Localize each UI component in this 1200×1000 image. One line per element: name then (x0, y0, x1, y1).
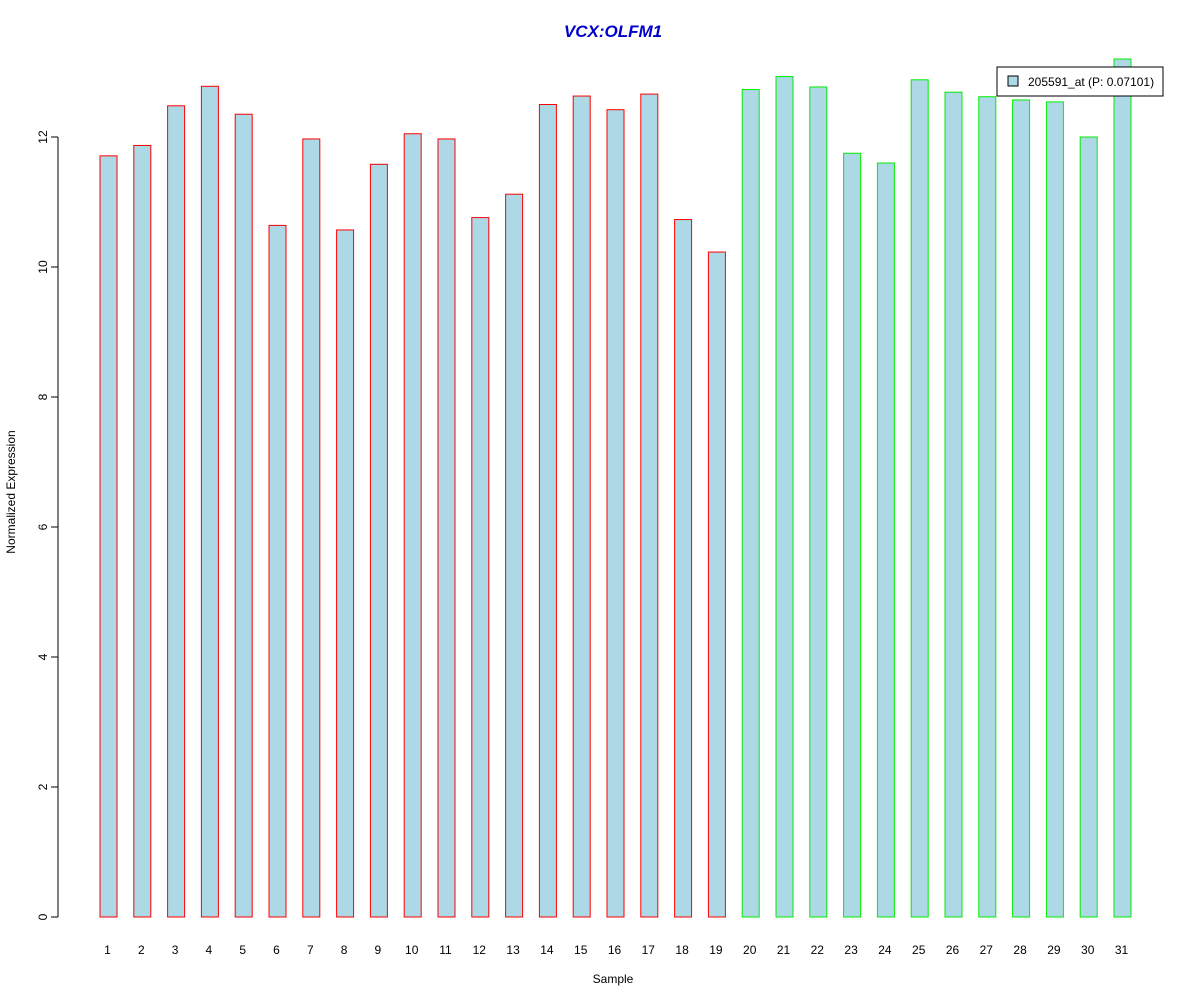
bar-sample-15 (572, 95, 591, 918)
bar-sample-27 (978, 96, 997, 918)
bar-sample-19 (707, 251, 726, 918)
x-tick-label: 18 (675, 943, 689, 957)
bar-sample-3 (167, 105, 186, 918)
bar-sample-25 (910, 79, 929, 918)
bar-sample-13 (505, 193, 524, 918)
x-tick-label: 15 (574, 943, 588, 957)
x-tick-label: 27 (980, 943, 994, 957)
x-tick-label: 10 (405, 943, 419, 957)
bar-sample-10 (403, 133, 422, 918)
y-axis: 0 2 4 6 8 10 12 (36, 130, 59, 920)
x-tick-label: 1 (104, 943, 111, 957)
bar-sample-26 (944, 91, 963, 918)
legend-swatch (1007, 75, 1019, 87)
bar-sample-8 (336, 229, 355, 918)
x-tick-label: 29 (1047, 943, 1061, 957)
x-tick-label: 3 (172, 943, 179, 957)
bar-sample-7 (302, 138, 321, 918)
bar-sample-2 (133, 144, 152, 918)
bar-series (99, 58, 1132, 918)
bar-sample-11 (437, 138, 456, 918)
x-tick-label: 14 (540, 943, 554, 957)
bar-sample-5 (234, 113, 253, 918)
bar-sample-22 (809, 86, 828, 918)
bar-sample-23 (843, 152, 862, 918)
x-tick-label: 30 (1081, 943, 1095, 957)
x-tick-label: 28 (1013, 943, 1027, 957)
bar-sample-1 (99, 155, 118, 918)
bar-sample-6 (268, 224, 287, 918)
x-tick-label: 11 (439, 943, 452, 957)
legend-label: 205591_at (P: 0.07101) (1028, 75, 1154, 89)
bar-sample-16 (606, 109, 625, 918)
bar-sample-9 (369, 163, 388, 918)
x-tick-label: 31 (1115, 943, 1129, 957)
x-tick-label: 6 (273, 943, 280, 957)
bar-sample-29 (1045, 101, 1064, 918)
x-tick-label: 4 (206, 943, 213, 957)
legend-box (996, 66, 1164, 97)
y-tick-label: 2 (36, 783, 50, 790)
x-tick-label: 24 (878, 943, 892, 957)
x-tick-label: 12 (473, 943, 487, 957)
y-tick-label: 10 (36, 260, 50, 274)
bar-sample-17 (640, 93, 659, 918)
bar-sample-31 (1113, 58, 1132, 918)
bar-sample-28 (1012, 99, 1031, 918)
y-tick-label: 12 (36, 130, 50, 144)
chart-title: VCX:OLFM1 (564, 22, 662, 41)
x-tick-label: 17 (642, 943, 656, 957)
x-axis-tick-labels: 1 2 3 4 5 6 7 8 9 10 11 12 13 14 15 16 17 18 19 20 21 22 23 24 2… (104, 943, 1128, 957)
x-tick-label: 9 (375, 943, 382, 957)
x-axis-label: Sample (593, 972, 634, 986)
x-tick-label: 22 (811, 943, 825, 957)
x-tick-label: 23 (844, 943, 858, 957)
x-tick-label: 13 (506, 943, 520, 957)
bar-sample-20 (741, 89, 760, 918)
x-tick-label: 25 (912, 943, 926, 957)
y-tick-label: 8 (36, 393, 50, 400)
x-tick-label: 7 (307, 943, 314, 957)
legend: 205591_at (P: 0.07101) (996, 66, 1164, 97)
x-tick-label: 20 (743, 943, 757, 957)
bar-sample-21 (775, 76, 794, 918)
y-tick-label: 4 (36, 653, 50, 660)
x-tick-label: 2 (138, 943, 145, 957)
bar-sample-24 (876, 162, 895, 918)
y-tick-label: 6 (36, 523, 50, 530)
bar-sample-12 (471, 217, 490, 918)
bar-sample-4 (200, 85, 219, 918)
bar-sample-14 (538, 104, 557, 918)
x-tick-label: 21 (777, 943, 791, 957)
x-tick-label: 19 (709, 943, 723, 957)
x-tick-label: 26 (946, 943, 960, 957)
x-tick-label: 8 (341, 943, 348, 957)
bar-sample-18 (674, 219, 693, 918)
x-tick-label: 5 (239, 943, 246, 957)
y-axis-label: Normalized Expression (4, 430, 18, 553)
bar-sample-30 (1079, 136, 1098, 918)
x-tick-label: 16 (608, 943, 622, 957)
y-tick-label: 0 (36, 913, 50, 920)
